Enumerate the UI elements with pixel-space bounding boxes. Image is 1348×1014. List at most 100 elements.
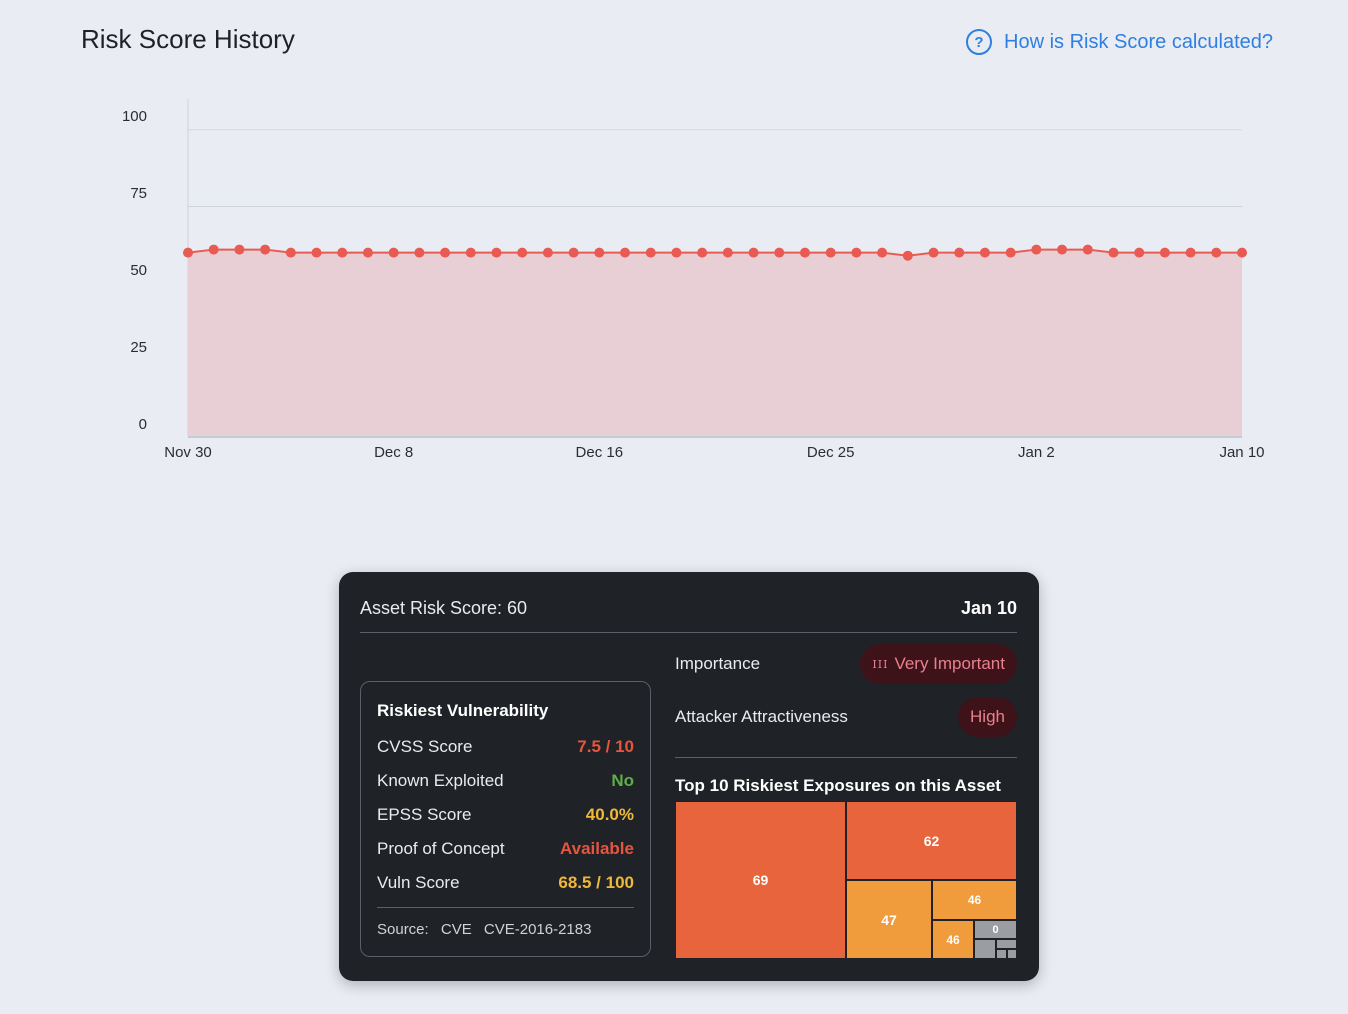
data-point[interactable] — [748, 247, 759, 258]
treemap-cell[interactable]: 46 — [932, 880, 1017, 920]
y-tick-label: 50 — [130, 262, 147, 279]
x-tick-label: Dec 16 — [576, 444, 624, 461]
vuln-row-cvss: CVSS Score 7.5 / 10 — [377, 737, 634, 757]
treemap-cell[interactable]: 47 — [846, 880, 932, 959]
source-type: CVE — [440, 921, 472, 938]
data-point[interactable] — [722, 247, 733, 258]
vuln-row-poc: Proof of Concept Available — [377, 839, 634, 859]
data-point[interactable] — [1185, 247, 1196, 258]
data-point[interactable] — [183, 247, 193, 258]
data-point[interactable] — [260, 244, 271, 255]
data-point[interactable] — [877, 247, 888, 258]
data-point[interactable] — [285, 247, 296, 258]
x-tick-label: Dec 25 — [807, 444, 855, 461]
data-point[interactable] — [1159, 247, 1170, 258]
vuln-row-label: Vuln Score — [377, 873, 460, 892]
data-point[interactable] — [414, 247, 425, 258]
treemap-cell-value: 62 — [923, 832, 940, 849]
attractiveness-badge: High — [958, 697, 1017, 737]
series-area — [188, 249, 1242, 437]
page-title: Risk Score History — [81, 24, 295, 54]
data-point[interactable] — [1031, 244, 1042, 255]
data-point[interactable] — [799, 247, 810, 258]
data-point[interactable] — [928, 247, 939, 258]
top10-title: Top 10 Riskiest Exposures on this Asset — [675, 776, 1001, 795]
vuln-row-value: Available — [559, 839, 634, 858]
data-point[interactable] — [362, 247, 373, 258]
vuln-row-epss: EPSS Score 40.0% — [377, 805, 634, 825]
vuln-row-known-exploited: Known Exploited No — [377, 771, 634, 791]
data-point[interactable] — [568, 247, 579, 258]
attractiveness-value: High — [970, 707, 1005, 726]
treemap-cell-value: 0 — [992, 923, 999, 936]
data-point[interactable] — [979, 247, 990, 258]
treemap-cell[interactable] — [974, 939, 996, 959]
data-point[interactable] — [491, 247, 502, 258]
risk-score-chart: 0 25 50 75 100 Nov 30 Dec 8 Dec 16 Dec 25 Jan 2 Ja… — [122, 99, 1265, 461]
help-link-text: How is Risk Score calculated? — [1004, 30, 1273, 53]
data-point[interactable] — [697, 247, 708, 258]
vuln-row-value: 7.5 / 10 — [577, 737, 634, 756]
treemap-cell-value: 46 — [967, 893, 982, 907]
importance-row: Importance III Very Important — [675, 644, 1017, 684]
treemap-cell[interactable]: 46 — [932, 920, 974, 959]
data-point[interactable] — [465, 247, 476, 258]
treemap-cell[interactable]: 69 — [675, 801, 846, 959]
data-point[interactable] — [234, 244, 245, 255]
data-point[interactable] — [902, 250, 913, 261]
y-tick-label: 25 — [130, 339, 147, 356]
treemap-cell[interactable]: 0 — [974, 920, 1017, 939]
data-point[interactable] — [1134, 247, 1145, 258]
divider — [360, 632, 1017, 633]
divider — [377, 907, 634, 908]
treemap-cell[interactable]: 62 — [846, 801, 1017, 880]
vuln-row-value: No — [611, 771, 634, 790]
data-point[interactable] — [774, 247, 785, 258]
data-point[interactable] — [594, 247, 605, 258]
data-point[interactable] — [825, 247, 836, 258]
vuln-row-label: CVSS Score — [377, 737, 473, 756]
data-point[interactable] — [517, 247, 528, 258]
vuln-row-value: 68.5 / 100 — [558, 873, 634, 892]
importance-level-icon: III — [872, 657, 889, 671]
data-point[interactable] — [671, 247, 682, 258]
data-point[interactable] — [954, 247, 965, 258]
riskiest-vulnerability-panel: Riskiest Vulnerability CVSS Score 7.5 / … — [360, 681, 651, 957]
data-point[interactable] — [1057, 244, 1068, 255]
treemap-cell[interactable] — [1007, 949, 1017, 959]
data-point[interactable] — [1082, 244, 1093, 255]
source-label: Source: — [377, 921, 429, 938]
data-point[interactable] — [337, 247, 348, 258]
data-point[interactable] — [1005, 247, 1016, 258]
data-point[interactable] — [388, 247, 399, 258]
risk-score-help-link[interactable]: ? How is Risk Score calculated? — [966, 29, 1273, 55]
asset-risk-score: Asset Risk Score: 60 — [360, 598, 528, 618]
data-point[interactable] — [208, 244, 219, 255]
vuln-row-label: Proof of Concept — [377, 839, 505, 858]
vulnerability-source: Source: CVE CVE-2016-2183 — [377, 921, 599, 938]
data-point[interactable] — [440, 247, 451, 258]
attractiveness-label: Attacker Attractiveness — [675, 707, 848, 726]
data-point[interactable] — [851, 247, 862, 258]
data-point[interactable] — [645, 247, 656, 258]
treemap-cell-value: 47 — [881, 911, 897, 928]
question-circle-icon: ? — [966, 29, 992, 55]
data-point[interactable] — [1237, 247, 1247, 258]
data-point[interactable] — [542, 247, 553, 258]
vuln-row-label: Known Exploited — [377, 771, 504, 790]
vuln-row-label: EPSS Score — [377, 805, 472, 824]
treemap-cell[interactable] — [996, 949, 1007, 959]
y-tick-label: 100 — [122, 108, 147, 125]
tooltip-date: Jan 10 — [960, 598, 1017, 618]
treemap-cell[interactable] — [996, 939, 1017, 949]
data-point[interactable] — [1108, 247, 1119, 258]
data-point[interactable] — [1211, 247, 1222, 258]
importance-label: Importance — [675, 654, 761, 673]
data-point[interactable] — [620, 247, 631, 258]
attractiveness-row: Attacker Attractiveness High — [675, 697, 1017, 737]
vulnerability-title: Riskiest Vulnerability — [377, 701, 549, 720]
importance-badge: III Very Important — [860, 644, 1017, 684]
data-point[interactable] — [311, 247, 322, 258]
treemap-cell-value: 46 — [946, 932, 960, 947]
divider — [675, 757, 1017, 758]
